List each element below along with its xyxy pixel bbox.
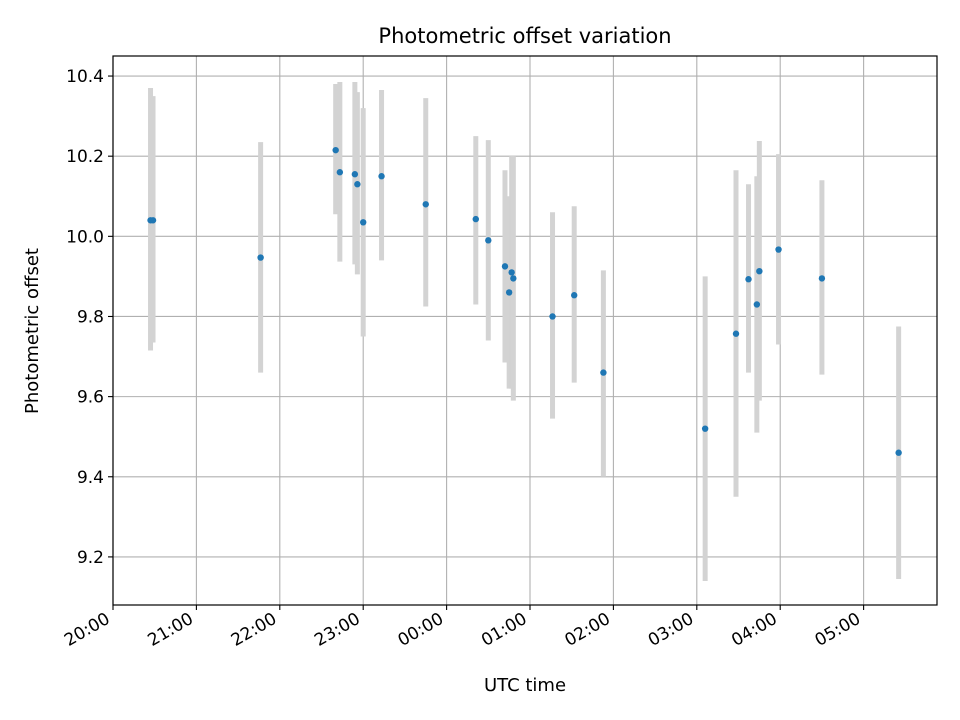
grid: [112, 56, 937, 605]
data-point: [360, 219, 367, 226]
data-point: [485, 237, 492, 244]
data-point: [549, 313, 556, 320]
data-point: [510, 275, 517, 282]
y-tick-label: 9.2: [77, 548, 104, 568]
y-axis-ticks: 9.2 9.4 9.6 9.8 10.0 10.2 10.4: [66, 67, 113, 568]
data-point: [701, 425, 709, 432]
data-point: [732, 330, 740, 337]
data-point: [508, 269, 515, 276]
y-tick-label: 10.0: [66, 227, 104, 247]
plot-frame: [112, 55, 938, 606]
data-point: [351, 171, 359, 178]
y-tick-label: 9.8: [77, 307, 104, 327]
y-tick-label: 9.4: [77, 468, 104, 488]
data-point: [336, 169, 344, 176]
data-point: [753, 301, 761, 308]
data-points: [147, 146, 902, 456]
data-point: [378, 173, 385, 180]
y-tick-label: 10.4: [66, 67, 104, 87]
data-point: [472, 215, 479, 223]
y-tick-label: 10.2: [66, 147, 104, 167]
data-point: [756, 267, 763, 275]
data-point: [505, 289, 513, 296]
data-point: [745, 276, 752, 283]
data-point: [775, 246, 782, 253]
data-point: [257, 254, 264, 261]
data-point: [501, 263, 509, 270]
data-point: [600, 369, 607, 376]
data-point: [571, 292, 578, 299]
data-point: [149, 217, 157, 224]
data-point: [818, 275, 826, 282]
y-tick-label: 9.6: [77, 388, 104, 408]
data-point: [332, 146, 339, 154]
data-point: [895, 449, 902, 456]
chart-title: Photometric offset variation: [378, 24, 671, 48]
y-axis-label: Photometric offset: [22, 248, 43, 414]
x-axis-label: UTC time: [484, 675, 566, 696]
data-point: [422, 201, 429, 208]
data-point: [354, 181, 361, 188]
